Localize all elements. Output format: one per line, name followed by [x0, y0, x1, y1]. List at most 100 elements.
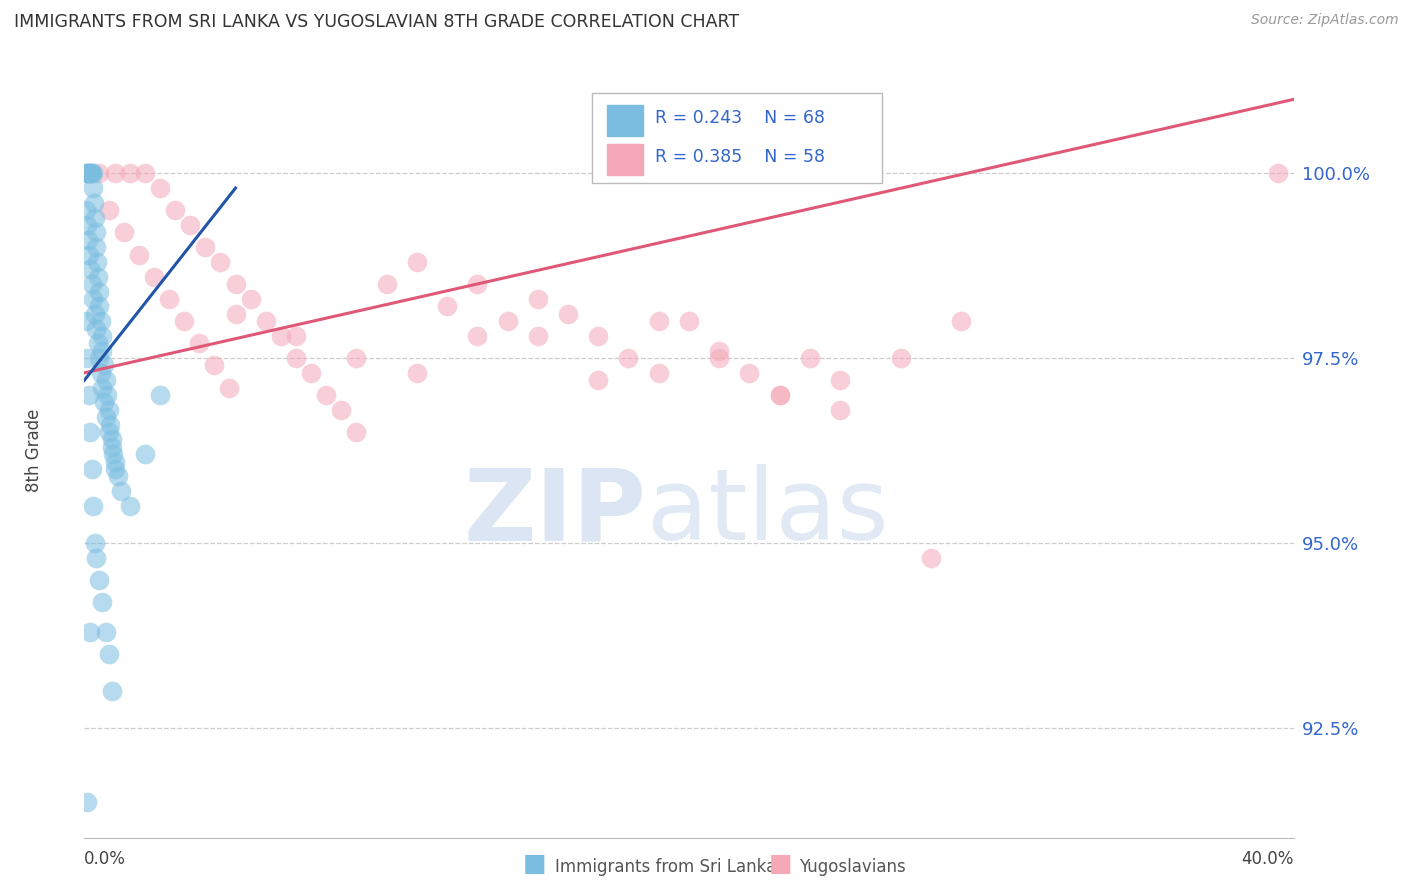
Point — [218, 381, 240, 395]
Point — [76, 351, 98, 365]
Point — [87, 269, 110, 284]
Text: ■: ■ — [523, 852, 546, 876]
Point — [80, 462, 103, 476]
Point — [76, 166, 98, 180]
Point — [769, 388, 792, 402]
Point — [97, 425, 120, 439]
Point — [157, 292, 180, 306]
Point — [188, 336, 211, 351]
Point — [330, 402, 353, 417]
Point — [142, 269, 165, 284]
Point — [82, 292, 104, 306]
Text: ■: ■ — [769, 852, 792, 876]
Point — [93, 359, 115, 373]
Point — [76, 795, 98, 809]
Point — [89, 351, 111, 365]
Point — [648, 366, 671, 380]
Point — [588, 373, 610, 387]
Point — [96, 388, 118, 402]
Point — [648, 314, 671, 328]
Point — [527, 329, 550, 343]
Point — [285, 351, 308, 365]
Text: atlas: atlas — [647, 464, 889, 561]
Point — [100, 440, 122, 454]
Point — [79, 262, 101, 277]
Point — [100, 433, 122, 447]
Point — [79, 624, 101, 639]
Point — [738, 366, 761, 380]
Text: Source: ZipAtlas.com: Source: ZipAtlas.com — [1251, 13, 1399, 28]
Point — [83, 195, 105, 210]
Point — [76, 166, 98, 180]
Point — [270, 329, 292, 343]
Point — [496, 314, 519, 328]
Point — [285, 329, 308, 343]
Point — [101, 447, 124, 461]
Point — [406, 366, 429, 380]
Point — [225, 277, 247, 292]
Point — [94, 624, 117, 639]
Point — [769, 388, 792, 402]
Point — [76, 218, 98, 232]
Point — [86, 550, 108, 565]
Point — [299, 366, 322, 380]
Point — [346, 425, 368, 439]
Point — [467, 329, 489, 343]
Point — [94, 373, 117, 387]
Point — [77, 166, 100, 180]
Point — [179, 218, 201, 232]
Point — [93, 395, 115, 409]
Bar — [607, 144, 643, 175]
Point — [77, 388, 100, 402]
Point — [82, 181, 104, 195]
Point — [97, 647, 120, 661]
Text: 8th Grade: 8th Grade — [24, 409, 42, 492]
Point — [89, 299, 111, 313]
Point — [830, 373, 852, 387]
Point — [90, 366, 112, 380]
Point — [254, 314, 277, 328]
Point — [87, 336, 110, 351]
Point — [436, 299, 458, 313]
Point — [110, 484, 132, 499]
Point — [84, 536, 107, 550]
Point — [87, 285, 110, 299]
Point — [128, 247, 150, 261]
Point — [89, 166, 111, 180]
Point — [225, 307, 247, 321]
Text: IMMIGRANTS FROM SRI LANKA VS YUGOSLAVIAN 8TH GRADE CORRELATION CHART: IMMIGRANTS FROM SRI LANKA VS YUGOSLAVIAN… — [14, 13, 740, 31]
Point — [527, 292, 550, 306]
Point — [100, 683, 122, 698]
Point — [709, 343, 731, 358]
Point — [86, 321, 108, 335]
Point — [98, 417, 121, 432]
Point — [134, 166, 156, 180]
Point — [112, 226, 135, 240]
Point — [209, 255, 232, 269]
FancyBboxPatch shape — [592, 94, 883, 183]
Bar — [607, 105, 643, 136]
Point — [375, 277, 398, 292]
Point — [830, 402, 852, 417]
Point — [406, 255, 429, 269]
Point — [165, 203, 187, 218]
Point — [90, 329, 112, 343]
Text: Immigrants from Sri Lanka: Immigrants from Sri Lanka — [555, 858, 776, 876]
Text: 0.0%: 0.0% — [84, 849, 127, 868]
Point — [79, 166, 101, 180]
Point — [588, 329, 610, 343]
Point — [80, 166, 103, 180]
Point — [77, 233, 100, 247]
Point — [86, 240, 108, 254]
Point — [194, 240, 217, 254]
Point — [118, 499, 141, 513]
Point — [149, 181, 172, 195]
Point — [104, 166, 127, 180]
Point — [79, 166, 101, 180]
Text: 40.0%: 40.0% — [1241, 849, 1294, 868]
Point — [77, 247, 100, 261]
Point — [107, 469, 129, 483]
Point — [94, 410, 117, 425]
Point — [86, 255, 108, 269]
Point — [84, 226, 107, 240]
